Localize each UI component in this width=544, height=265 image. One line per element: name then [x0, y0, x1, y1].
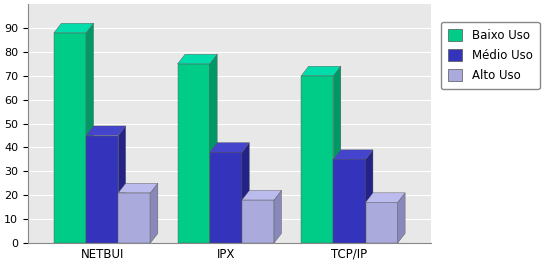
Bar	[333, 159, 366, 243]
Bar	[177, 64, 210, 243]
Polygon shape	[398, 193, 405, 243]
Polygon shape	[210, 54, 217, 243]
Bar	[86, 135, 118, 243]
Bar	[242, 200, 274, 243]
Polygon shape	[177, 54, 217, 64]
Legend: Baixo Uso, Médio Uso, Alto Uso: Baixo Uso, Médio Uso, Alto Uso	[441, 22, 540, 90]
Polygon shape	[366, 150, 373, 243]
Bar	[210, 152, 242, 243]
Polygon shape	[274, 191, 281, 243]
Polygon shape	[118, 183, 158, 193]
Polygon shape	[86, 126, 126, 135]
Polygon shape	[242, 191, 281, 200]
Bar	[118, 193, 150, 243]
Polygon shape	[150, 183, 158, 243]
Bar	[301, 76, 333, 243]
Polygon shape	[118, 126, 126, 243]
Polygon shape	[54, 23, 94, 33]
Bar	[366, 202, 398, 243]
Polygon shape	[366, 193, 405, 202]
Polygon shape	[210, 143, 249, 152]
Bar	[54, 33, 86, 243]
Polygon shape	[86, 23, 94, 243]
Polygon shape	[333, 66, 341, 243]
Polygon shape	[301, 66, 341, 76]
Polygon shape	[242, 143, 249, 243]
Polygon shape	[333, 150, 373, 159]
